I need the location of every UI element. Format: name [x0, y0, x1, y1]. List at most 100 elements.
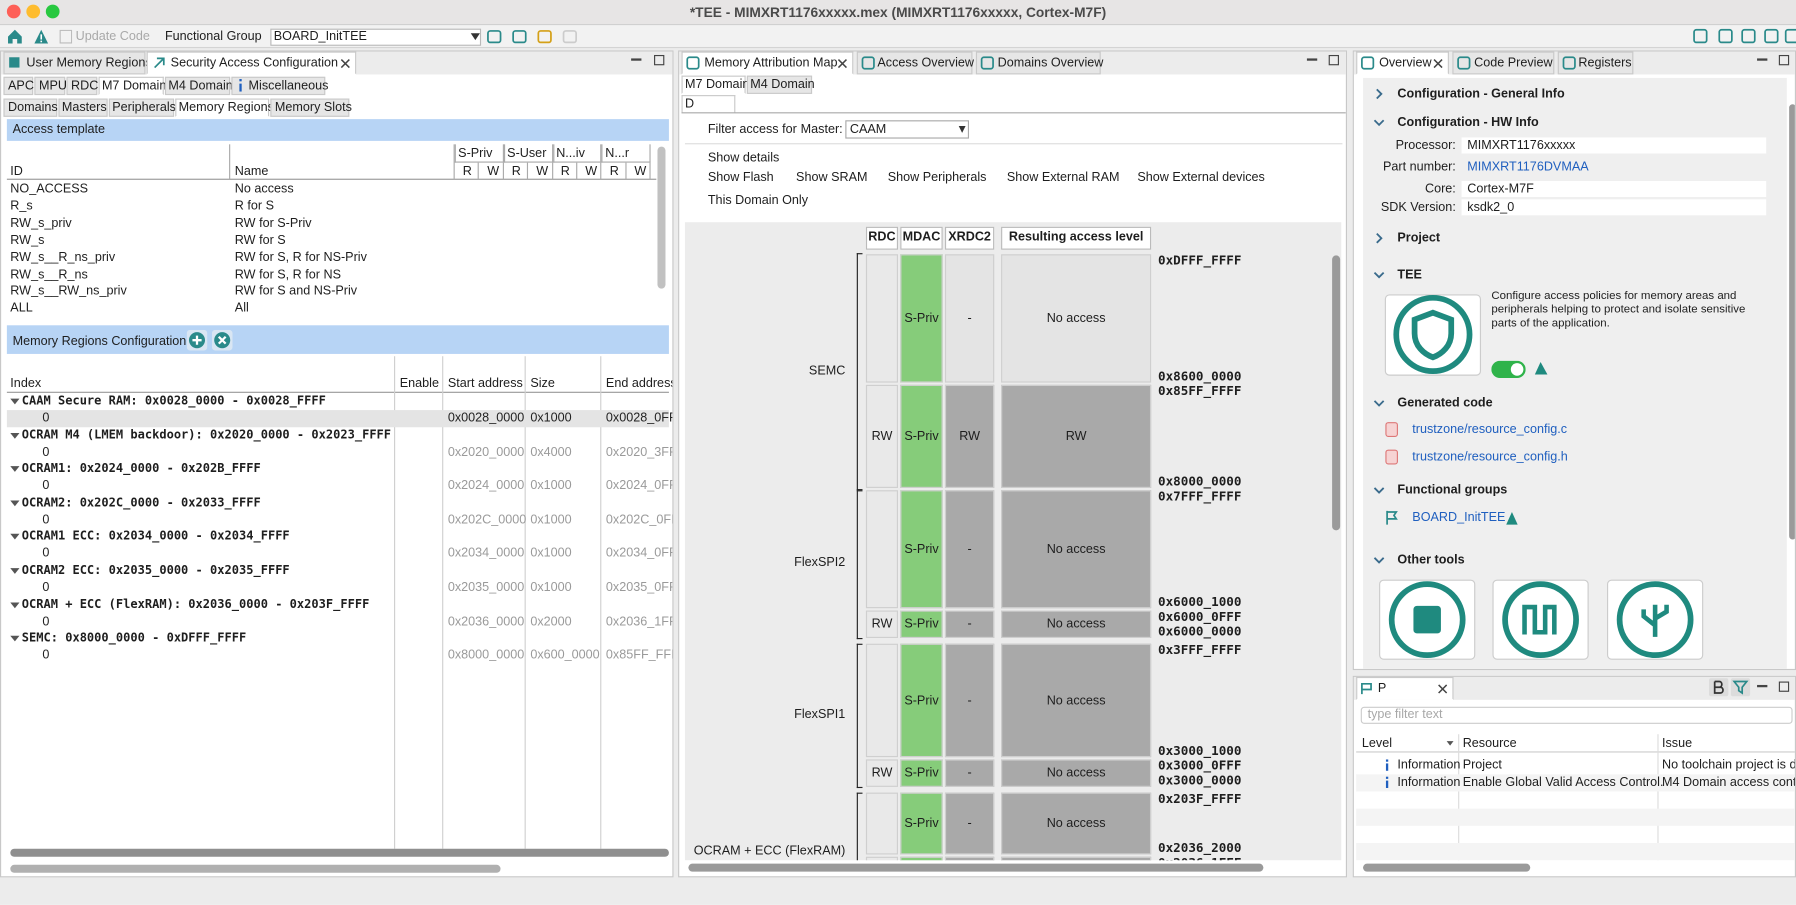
tab-label[interactable]: M7 Domain	[101, 79, 167, 93]
functional-group-value[interactable]: BOARD_InitTEE	[273, 29, 367, 44]
option-checkbox[interactable]	[992, 171, 1005, 184]
close-button[interactable]	[837, 58, 847, 69]
tab[interactable]	[1356, 676, 1454, 700]
access-checkbox[interactable]	[485, 233, 498, 246]
tool-button[interactable]	[1492, 579, 1589, 660]
region-start[interactable]: 0x2020_0000	[447, 445, 525, 459]
region-end[interactable]: 0x2035_0FF	[605, 580, 674, 595]
tab[interactable]	[231, 76, 326, 96]
region-size[interactable]: 0x1000	[530, 546, 572, 561]
access-checkbox[interactable]	[608, 285, 621, 298]
enable-checkbox[interactable]	[402, 479, 415, 492]
access-checkbox[interactable]	[583, 199, 596, 212]
functional-group-link[interactable]: BOARD_InitTEE	[1412, 510, 1506, 525]
section-header[interactable]: Project	[1397, 231, 1441, 246]
minimize-button[interactable]	[1306, 58, 1318, 61]
tab-label[interactable]: Masters	[61, 100, 107, 115]
update-code-icon[interactable]	[59, 29, 73, 44]
toolbar-icon[interactable]	[562, 30, 578, 44]
region-end[interactable]: 0x2024_0FF	[605, 478, 674, 493]
section-toggle[interactable]	[1373, 554, 1385, 565]
toolbar-icon[interactable]	[537, 30, 552, 44]
minimize-button[interactable]	[1757, 58, 1768, 61]
template-name[interactable]: RW for S and NS-Priv	[234, 284, 358, 299]
perspective-icon[interactable]	[1741, 28, 1756, 44]
problem-issue[interactable]: No toolchain project is de	[1661, 758, 1796, 773]
access-checkbox[interactable]	[460, 199, 473, 212]
access-checkbox[interactable]	[583, 285, 596, 298]
access-checkbox[interactable]	[460, 250, 473, 263]
tab[interactable]	[681, 75, 746, 94]
access-checkbox[interactable]	[632, 216, 645, 229]
maximize-button[interactable]	[1778, 54, 1790, 66]
template-id[interactable]: ALL	[10, 301, 33, 316]
option-label[interactable]: Show External devices	[1137, 170, 1265, 185]
close-button[interactable]	[1433, 58, 1443, 69]
option-label[interactable]: Show Flash	[707, 170, 774, 185]
access-checkbox[interactable]	[632, 250, 645, 263]
access-checkbox[interactable]	[485, 199, 498, 212]
access-checkbox[interactable]	[558, 250, 571, 263]
region-start[interactable]: 0x2036_0000	[447, 614, 525, 629]
region-start[interactable]: 0x2024_0000	[447, 478, 525, 493]
option-label[interactable]: Show External RAM	[1006, 170, 1120, 185]
option-label[interactable]: This Domain Only	[707, 193, 808, 208]
minimize-button[interactable]	[1757, 684, 1768, 688]
add-button[interactable]	[186, 329, 208, 351]
access-checkbox[interactable]	[632, 302, 645, 315]
access-checkbox[interactable]	[608, 199, 621, 212]
access-checkbox[interactable]	[632, 267, 645, 280]
section-header[interactable]: Functional groups	[1397, 483, 1508, 498]
tab-label[interactable]: MPU	[38, 79, 67, 93]
perspective-icon[interactable]	[1718, 28, 1733, 44]
problem-issue[interactable]: M4 Domain access contro	[1661, 775, 1796, 790]
template-id[interactable]: R_s	[10, 199, 33, 213]
tab-label[interactable]: User Memory Regions	[26, 56, 152, 70]
region-name[interactable]: CAAM Secure RAM: 0x0028_0000 - 0x0028_FF…	[21, 394, 326, 408]
access-checkbox[interactable]	[485, 182, 498, 195]
expanded-arrow[interactable]	[9, 531, 20, 542]
region-index[interactable]: 0	[42, 648, 50, 663]
expanded-arrow[interactable]	[9, 565, 20, 576]
tab[interactable]	[1557, 51, 1634, 75]
access-checkbox[interactable]	[558, 267, 571, 280]
expanded-arrow[interactable]	[9, 463, 20, 474]
access-checkbox[interactable]	[509, 182, 522, 195]
section-header[interactable]: Configuration - General Info	[1397, 87, 1565, 101]
filter-icon[interactable]	[1730, 678, 1751, 697]
home-icon[interactable]	[7, 29, 23, 45]
access-checkbox[interactable]	[460, 216, 473, 229]
tab-label[interactable]: Miscellaneous	[248, 79, 329, 93]
region-start[interactable]: 0x202C_0000	[447, 512, 527, 527]
access-checkbox[interactable]	[509, 250, 522, 263]
region-start[interactable]: 0x2034_0000	[447, 546, 525, 561]
region-index[interactable]: 0	[42, 614, 50, 629]
access-checkbox[interactable]	[558, 216, 571, 229]
tab-label[interactable]: Overview	[1379, 56, 1432, 70]
tab[interactable]	[146, 51, 357, 75]
minimize-button[interactable]	[631, 58, 642, 61]
tab[interactable]	[746, 75, 813, 94]
access-checkbox[interactable]	[608, 250, 621, 263]
tab-label[interactable]: Memory Slots	[274, 100, 352, 115]
region-size[interactable]: 0x1000	[530, 478, 572, 493]
access-checkbox[interactable]	[485, 250, 498, 263]
access-checkbox[interactable]	[460, 302, 473, 315]
access-checkbox[interactable]	[583, 250, 596, 263]
access-checkbox[interactable]	[558, 199, 571, 212]
generated-file-link[interactable]: trustzone/resource_config.c	[1412, 422, 1568, 437]
enable-checkbox[interactable]	[402, 615, 415, 628]
tab[interactable]	[175, 98, 270, 117]
problem-level[interactable]: Information	[1397, 775, 1461, 790]
region-end[interactable]: 0x2020_3FF	[605, 445, 674, 459]
enable-checkbox[interactable]	[402, 649, 415, 662]
region-name[interactable]: OCRAM1 ECC: 0x2034_0000 - 0x2034_FFFF	[21, 529, 290, 544]
region-start[interactable]: 0x8000_0000	[447, 648, 525, 663]
access-checkbox[interactable]	[534, 250, 547, 263]
enable-checkbox[interactable]	[402, 411, 415, 424]
region-end[interactable]: 0x0028_0FF	[605, 411, 674, 425]
access-checkbox[interactable]	[534, 216, 547, 229]
access-checkbox[interactable]	[485, 285, 498, 298]
tab[interactable]	[1356, 51, 1449, 75]
option-label[interactable]: Show details	[707, 151, 780, 165]
